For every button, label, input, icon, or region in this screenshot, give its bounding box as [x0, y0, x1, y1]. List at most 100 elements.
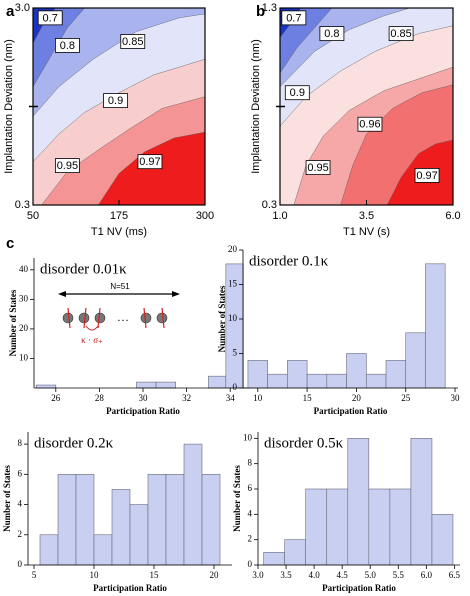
arrow-head: [172, 291, 180, 297]
y-tick-label: 8: [18, 438, 23, 448]
y-tick-label: 20: [19, 323, 29, 333]
bar: [368, 488, 391, 566]
x-axis-label: Participation Ratio: [106, 406, 180, 416]
spin: [62, 312, 74, 324]
x-axis-label: T1 NV (ms): [91, 226, 147, 238]
bar: [346, 353, 367, 389]
spin-arrow: [83, 307, 87, 329]
x-axis-label: T1 NV (s): [343, 226, 390, 238]
spin: [94, 312, 106, 324]
contour-plot: 0.7 0.8 0.85 0.9 0.95 0.96 0.97 1.0 3.5 6.0 0.3 1.3…: [250, 2, 461, 238]
contour-label: 0.7: [286, 12, 301, 24]
spin: [140, 312, 152, 324]
y-tick-label: 4: [248, 508, 253, 518]
x-tick-label: 6.0: [445, 210, 460, 222]
bar: [39, 534, 59, 566]
x-tick-label: 20: [210, 570, 220, 580]
contour-label: 0.95: [57, 160, 78, 172]
panel-label: c: [6, 235, 14, 252]
bar: [201, 474, 221, 566]
y-axis-label: Implantation Deviation (nm): [3, 39, 15, 174]
bar: [129, 504, 149, 566]
bar: [284, 539, 306, 566]
bar: [208, 375, 227, 389]
contour-plot: 0.7 0.8 0.85 0.9 0.95 0.97 50 175 300 0.3 3.0 T1 NV…: [3, 2, 214, 238]
histogram: 3.0 3.5 4.0 4.5 5.0 5.5 6.0 6.5 0 2 4 6 8 10 disorder …: [232, 432, 461, 593]
x-tick-label: 50: [27, 210, 39, 222]
contour-label-box: [55, 158, 80, 174]
panel-label: a: [6, 3, 15, 20]
y-axis-label: Number of States: [2, 465, 12, 532]
histogram: 10 15 20 25 30 0 5 10 15 20 disorder 0.1κ Participa…: [217, 244, 460, 416]
bar: [35, 384, 57, 389]
bar: [326, 488, 349, 566]
inset-chain: …: [58, 291, 180, 331]
y-tick-label: 0: [233, 382, 238, 392]
hist-title: disorder 0.2κ: [34, 435, 114, 451]
bar: [155, 381, 177, 389]
contour-label: 0.7: [43, 12, 58, 24]
contour-label-box: [281, 10, 307, 26]
spin-arrow: [143, 307, 147, 329]
bar: [247, 360, 268, 389]
inset-coupling-label: κ · σ₊: [81, 335, 103, 345]
x-tick-label: 20: [352, 393, 362, 403]
y-tick-label: 3.0: [15, 2, 30, 14]
contour-label-box: [103, 93, 128, 108]
bar: [165, 474, 185, 566]
contour-label: 0.97: [416, 170, 437, 182]
y-tick-label: 6: [248, 483, 253, 493]
bar: [287, 360, 308, 389]
contour-label: 0.9: [108, 95, 123, 107]
arrow-head: [58, 291, 66, 297]
contour-label-box: [120, 34, 146, 49]
contour-label: 0.97: [139, 156, 160, 168]
x-tick-label: 3.5: [280, 570, 292, 580]
x-tick-label: 32: [182, 393, 191, 403]
bar: [306, 373, 328, 389]
hist-title: disorder 0.01κ: [40, 261, 127, 277]
x-tick-label: 4.5: [337, 570, 349, 580]
x-tick-label: 26: [51, 393, 61, 403]
coupling-arc: [85, 325, 99, 331]
contour-label-box: [357, 116, 383, 132]
y-tick-label: 2: [248, 534, 253, 544]
y-tick-label: 10: [243, 432, 253, 442]
y-axis-label: Number of States: [217, 285, 227, 352]
bar: [147, 474, 167, 566]
bar: [136, 381, 157, 389]
inset-length-label: N=51: [110, 282, 130, 291]
bar: [365, 373, 387, 389]
y-tick-label: 1.3: [262, 2, 277, 14]
bar: [305, 488, 328, 566]
y-tick-label: 8: [248, 458, 253, 468]
x-tick-label: 30: [139, 393, 149, 403]
y-tick-label: 0: [18, 559, 23, 569]
bar: [93, 534, 113, 566]
contour-label: 0.8: [60, 40, 75, 52]
contour-label: 0.96: [359, 119, 380, 131]
bar: [326, 373, 347, 389]
contour-label-box: [55, 38, 80, 53]
x-tick-label: 15: [150, 570, 160, 580]
x-tick-label: 34: [226, 393, 236, 403]
contour-label: 0.95: [307, 162, 328, 174]
y-tick-label: 0: [248, 559, 253, 569]
spin: [78, 312, 90, 324]
x-tick-label: 3.0: [252, 570, 264, 580]
x-tick-label: 300: [196, 210, 214, 222]
x-tick-label: 3.5: [359, 210, 374, 222]
y-tick-label: 10: [19, 353, 29, 363]
x-tick-label: 15: [303, 393, 313, 403]
hist-title: disorder 0.5κ: [264, 435, 344, 451]
bar: [183, 443, 203, 566]
y-tick-label: 20: [228, 244, 238, 254]
x-tick-label: 5: [32, 570, 37, 580]
x-tick-label: 1.0: [272, 210, 287, 222]
spin-arrow: [67, 307, 71, 329]
y-tick-label: 6: [18, 468, 23, 478]
y-axis-label: Number of States: [8, 289, 18, 356]
x-tick-label: 5.5: [393, 570, 405, 580]
y-tick-label: 5: [233, 348, 238, 358]
